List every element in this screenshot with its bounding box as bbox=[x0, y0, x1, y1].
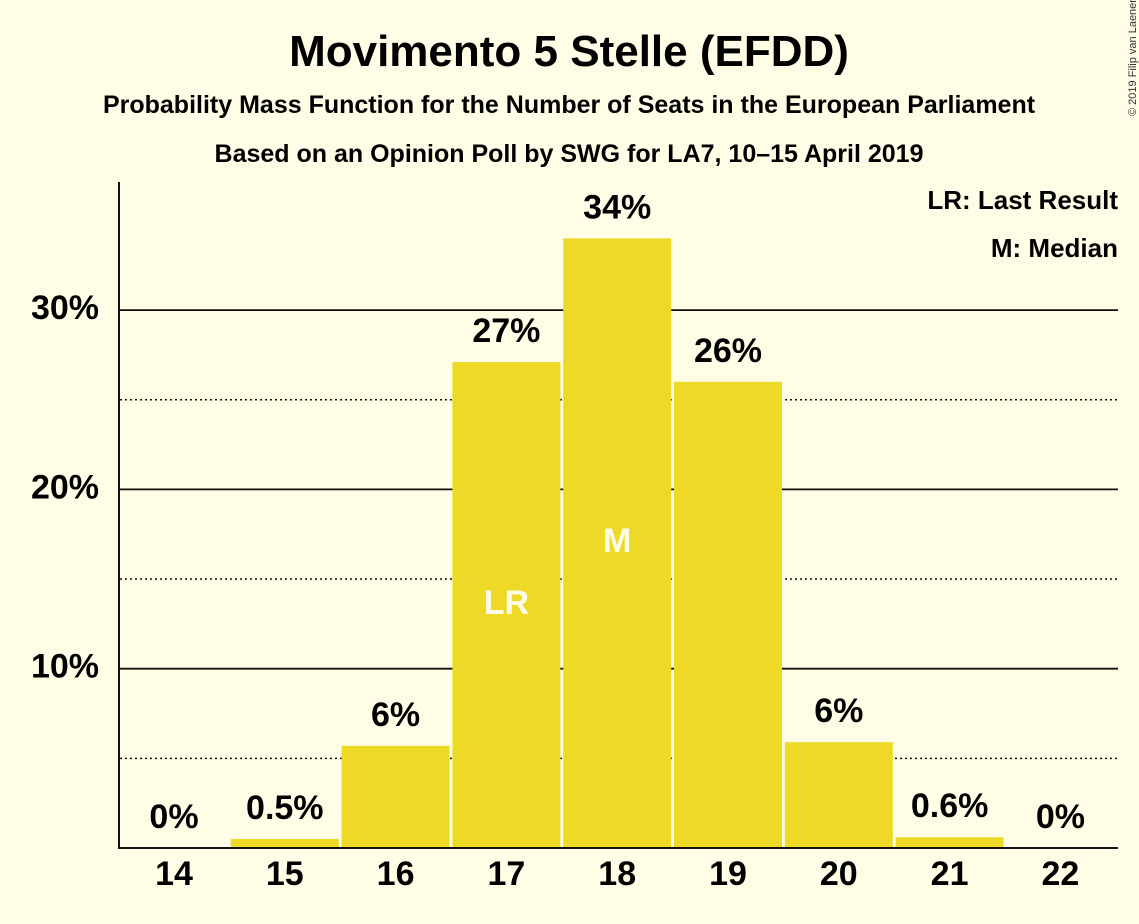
x-tick-label-21: 21 bbox=[931, 855, 969, 893]
x-tick-label-16: 16 bbox=[377, 855, 415, 893]
bar-seats-20 bbox=[784, 742, 893, 848]
bar-annotation-lr: LR bbox=[484, 584, 529, 622]
legend-item-last-result: LR: Last Result bbox=[927, 185, 1118, 215]
data-label-seats-14: 0% bbox=[149, 798, 198, 836]
bar-seats-19 bbox=[674, 381, 782, 848]
x-tick-label-19: 19 bbox=[709, 855, 747, 893]
x-tick-label-22: 22 bbox=[1041, 855, 1079, 893]
bar-annotation-m: M bbox=[603, 522, 631, 560]
bar-seats-15 bbox=[230, 839, 339, 848]
data-label-seats-21: 0.6% bbox=[911, 787, 989, 825]
data-labels: 0% 0.5% 6% 27% LR 34% M 26% 6% 0.6% 0% bbox=[149, 188, 1085, 836]
data-label-seats-15: 0.5% bbox=[246, 789, 324, 827]
bar-seats-16 bbox=[341, 745, 450, 848]
x-tick-label-17: 17 bbox=[487, 855, 525, 893]
y-tick-label-20: 20% bbox=[31, 468, 99, 506]
y-tick-label-30: 30% bbox=[31, 289, 99, 327]
y-axis-ticks: 10% 20% 30% bbox=[31, 289, 99, 686]
data-label-seats-20: 6% bbox=[814, 692, 863, 730]
bar-seats-21 bbox=[895, 837, 1004, 848]
data-label-seats-19: 26% bbox=[694, 332, 762, 370]
x-tick-label-18: 18 bbox=[598, 855, 636, 893]
chart-title: Movimento 5 Stelle (EFDD) bbox=[289, 27, 849, 76]
data-label-seats-17: 27% bbox=[472, 312, 540, 350]
y-tick-label-10: 10% bbox=[31, 648, 99, 686]
legend-item-median: M: Median bbox=[991, 233, 1118, 263]
x-tick-label-20: 20 bbox=[820, 855, 858, 893]
legend: LR: Last Result M: Median bbox=[927, 185, 1118, 263]
data-label-seats-18: 34% bbox=[583, 188, 651, 226]
x-tick-label-15: 15 bbox=[266, 855, 304, 893]
x-axis-ticks: 14 15 16 17 18 19 20 21 22 bbox=[155, 855, 1079, 893]
chart-subtitle-2: Based on an Opinion Poll by SWG for LA7,… bbox=[215, 140, 924, 168]
chart-subtitle: Probability Mass Function for the Number… bbox=[103, 91, 1036, 119]
bar-seats-17 bbox=[452, 362, 561, 848]
bars bbox=[230, 238, 1004, 848]
data-label-seats-16: 6% bbox=[371, 696, 420, 734]
data-label-seats-22: 0% bbox=[1036, 798, 1085, 836]
bar-seats-18 bbox=[563, 238, 672, 848]
copyright: © 2019 Filip van Laenen bbox=[1127, 0, 1139, 116]
x-tick-label-14: 14 bbox=[155, 855, 193, 893]
